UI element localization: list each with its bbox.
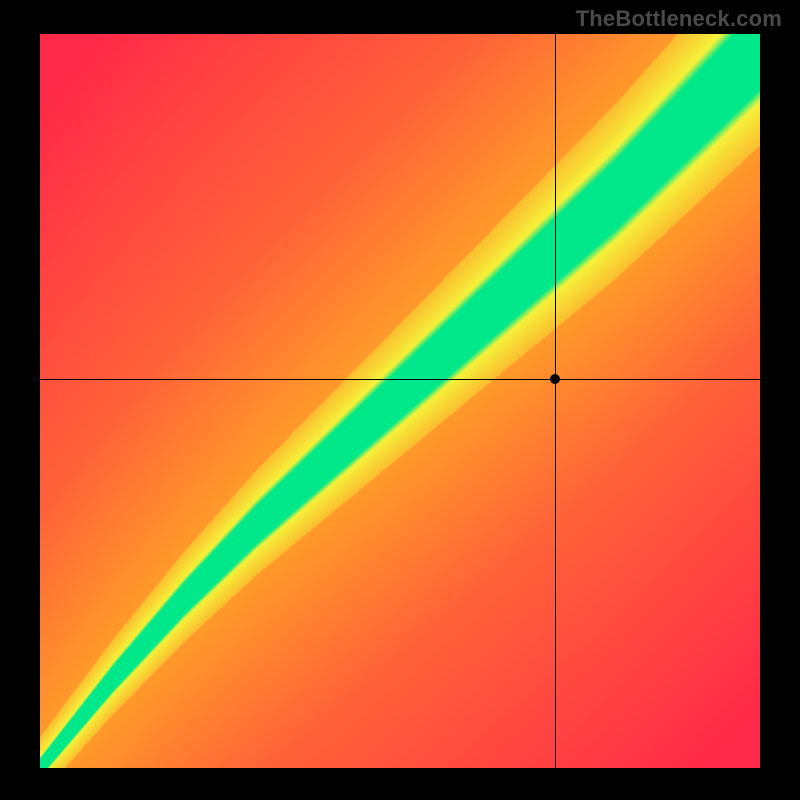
heatmap-plot: [40, 34, 760, 768]
crosshair-marker[interactable]: [550, 374, 560, 384]
heatmap-canvas: [40, 34, 760, 768]
crosshair-horizontal: [40, 379, 760, 380]
watermark-text: TheBottleneck.com: [576, 6, 782, 32]
crosshair-vertical: [555, 34, 556, 768]
root: TheBottleneck.com: [0, 0, 800, 800]
